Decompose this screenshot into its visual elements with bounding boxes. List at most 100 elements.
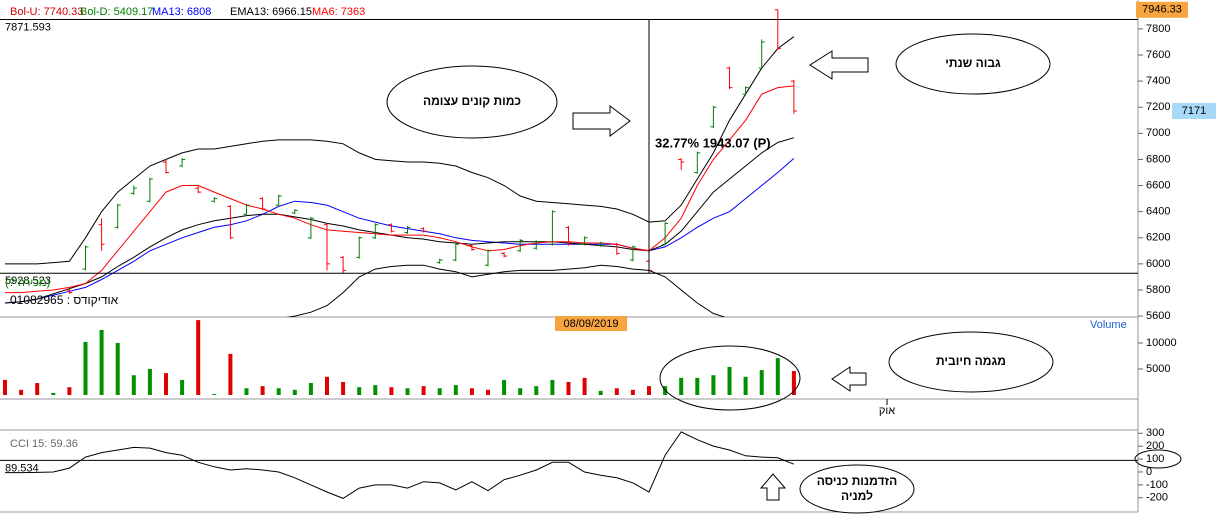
bar (518, 388, 523, 395)
y-tick-label: 6400 (1146, 206, 1170, 218)
bar (582, 377, 587, 395)
bar (405, 388, 410, 395)
bar (325, 376, 329, 395)
bar (147, 368, 152, 395)
bar (791, 371, 796, 395)
y-tick-label: -200 (1146, 492, 1168, 504)
y-tick-label: 7400 (1146, 75, 1170, 87)
bar (727, 366, 732, 395)
bar (276, 388, 281, 395)
y-tick-label: 10000 (1146, 337, 1177, 349)
bar (421, 386, 426, 395)
price-plot (4, 9, 797, 317)
bar (212, 393, 217, 395)
security: אודיקודס : 01082965 (10, 293, 119, 307)
bar (3, 379, 7, 395)
bar (228, 353, 233, 395)
bar (373, 385, 378, 395)
y-tick-label: 5600 (1146, 310, 1170, 322)
y-tick-label: 6200 (1146, 232, 1170, 244)
bar (357, 387, 362, 395)
bar (759, 370, 764, 395)
y-tick-label: -100 (1146, 479, 1168, 491)
bar (308, 383, 313, 395)
measure: 32.77% 1943.07 (P) (655, 135, 771, 150)
annotation: למניה (841, 489, 873, 503)
y-tick-label: 5800 (1146, 284, 1170, 296)
bar (566, 381, 571, 395)
bar (743, 376, 748, 395)
y-tick-label: 7200 (1146, 101, 1170, 113)
bar (711, 375, 716, 395)
bar (244, 388, 249, 395)
bar (99, 329, 104, 395)
bar (502, 379, 507, 395)
arrow (831, 366, 867, 392)
bar (19, 389, 24, 395)
legend-label: EMA13: 6966.15 (230, 6, 312, 18)
line (5, 36, 795, 265)
line (286, 264, 726, 317)
legend-label: MA13: 6808 (152, 6, 211, 18)
price-tag (1172, 103, 1216, 120)
arrow (759, 473, 787, 501)
bar (164, 373, 168, 395)
bar (598, 390, 603, 395)
legend-label: Bol-D: 5409.17 (80, 6, 153, 18)
bar (35, 383, 40, 395)
line (5, 431, 795, 499)
x-tick-label: אוק (879, 405, 895, 417)
price-tag-label: 7171 (1182, 105, 1206, 117)
bar (389, 387, 394, 395)
bar (341, 381, 346, 395)
ellipse (386, 65, 558, 139)
ellipse (1134, 449, 1182, 469)
line (4, 158, 795, 304)
bar (775, 358, 780, 395)
bar (695, 377, 700, 395)
y-tick-label: 6800 (1146, 153, 1170, 165)
bar (679, 377, 684, 395)
panel-label: CCI 15: 59.36 (10, 438, 78, 450)
annotation: הזדמנות כניסה (817, 474, 897, 488)
h-line-label: 5928.523 (5, 275, 51, 287)
reference-label: 89.534 (5, 462, 39, 474)
y-tick-label: 200 (1146, 440, 1164, 452)
bar (51, 392, 56, 395)
price-tag-label: 7946.33 (1142, 4, 1182, 16)
panel-label: Volume (1090, 319, 1127, 331)
arrow (572, 105, 631, 137)
bar (196, 320, 201, 395)
ellipse (799, 464, 915, 514)
crosshair-tag (555, 316, 627, 331)
crosshair-label: 08/09/2019 (563, 318, 618, 330)
bar (67, 387, 72, 395)
bar (437, 388, 442, 395)
y-tick-label: 7800 (1146, 23, 1170, 35)
bar (180, 379, 185, 395)
annotation: גבוה שנתי (945, 56, 1001, 70)
y-tick-label: 6000 (1146, 258, 1170, 270)
y-tick-label: 7000 (1146, 127, 1170, 139)
bar (131, 375, 136, 395)
bar (292, 389, 297, 395)
arrow (809, 50, 869, 80)
legend-label: Bol-U: 7740.33 (10, 6, 83, 18)
bar (260, 386, 265, 395)
price-tag (1136, 1, 1188, 18)
bar (469, 388, 474, 395)
ellipse (888, 331, 1054, 393)
bar (614, 388, 619, 395)
y-tick-label: 6600 (1146, 179, 1170, 191)
annotation: מגמה חיובית (936, 354, 1006, 368)
bar (534, 386, 539, 395)
y-tick-label: 300 (1146, 427, 1164, 439)
y-tick-label: 100 (1146, 453, 1164, 465)
y-tick-label: 0 (1146, 466, 1152, 478)
bar (486, 389, 490, 395)
line (5, 85, 794, 294)
bar (550, 379, 555, 395)
line (4, 137, 795, 304)
bar (453, 385, 458, 395)
